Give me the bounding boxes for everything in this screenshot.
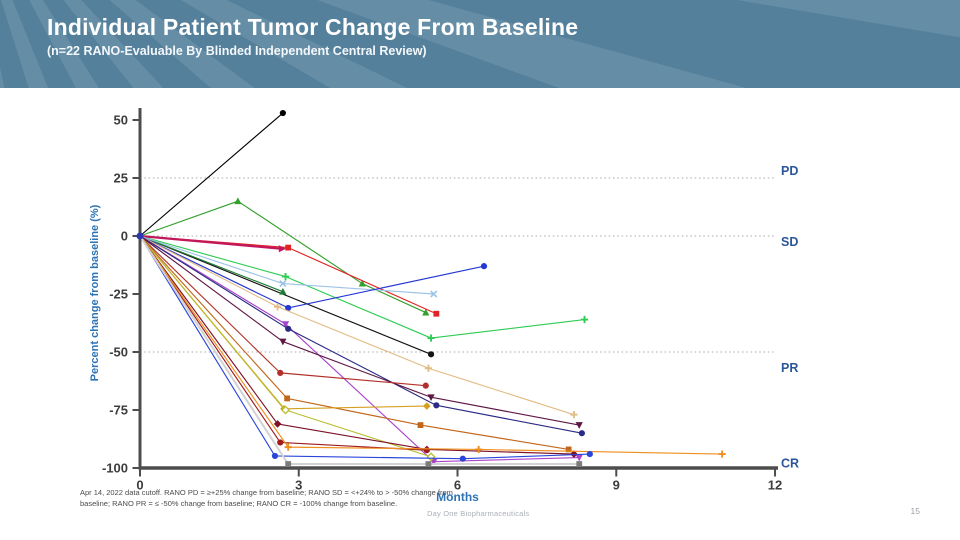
- patient-series-patient-04: [139, 235, 287, 295]
- patient-series-patient-08: [139, 235, 438, 298]
- x-tick-label: 3: [295, 478, 302, 493]
- x-axis-title: Months: [436, 490, 479, 504]
- response-label-sd: SD: [781, 235, 798, 249]
- y-tick-label: -100: [102, 461, 128, 476]
- slide-header: Individual Patient Tumor Change From Bas…: [0, 0, 960, 88]
- patient-series-patient-21: [139, 235, 593, 462]
- patient-series-patient-03: [139, 197, 430, 316]
- y-tick-label: -50: [109, 345, 128, 360]
- patient-series-patient-07: [138, 234, 287, 253]
- x-tick-label: 9: [613, 478, 620, 493]
- brand-footer: Day One Biopharmaceuticals: [427, 509, 530, 518]
- axis-labels: 50 25 0 -25 -50 -75 -100 0 3 6 9 12 PD SD PR CR Percent …: [89, 113, 799, 505]
- x-tick-label: 6: [454, 478, 461, 493]
- patient-series-patient-14: [139, 235, 429, 389]
- y-tick-label: -75: [109, 403, 128, 418]
- response-label-pr: PR: [781, 361, 798, 375]
- y-axis-title: Percent change from baseline (%): [89, 204, 101, 381]
- patient-series-patient-17: [139, 235, 436, 462]
- response-label-cr: CR: [781, 456, 799, 470]
- response-label-pd: PD: [781, 164, 798, 178]
- slide-subtitle: (n=22 RANO-Evaluable By Blinded Independ…: [47, 44, 427, 58]
- slide-title: Individual Patient Tumor Change From Bas…: [47, 14, 579, 40]
- y-tick-label: -25: [109, 287, 128, 302]
- y-tick-label: 25: [114, 171, 128, 186]
- patient-series-patient-09: [139, 235, 488, 312]
- patient-series-patient-20: [139, 235, 726, 458]
- baseline-origin-dot: [136, 232, 144, 240]
- patient-series-patient-10: [139, 235, 578, 419]
- patient-series-patient-22: [139, 235, 583, 467]
- chart-footnote: Apr 14, 2022 data cutoff. RANO PD = ≥+25…: [80, 488, 453, 509]
- patient-series-patient-12: [139, 235, 585, 437]
- x-tick-label: 0: [136, 478, 143, 493]
- x-tick-label: 12: [768, 478, 782, 493]
- y-tick-label: 0: [121, 229, 128, 244]
- patient-series-patient-13: [139, 235, 583, 429]
- y-tick-label: 50: [114, 113, 128, 128]
- axes: [132, 108, 778, 477]
- patient-series-patient-05: [139, 235, 589, 342]
- patient-series-patient-01: [139, 109, 286, 237]
- patient-series-patient-15: [139, 235, 572, 453]
- reference-gridlines: [140, 177, 776, 353]
- page-number: 15: [910, 506, 920, 516]
- patient-series-patient-02: [139, 235, 435, 358]
